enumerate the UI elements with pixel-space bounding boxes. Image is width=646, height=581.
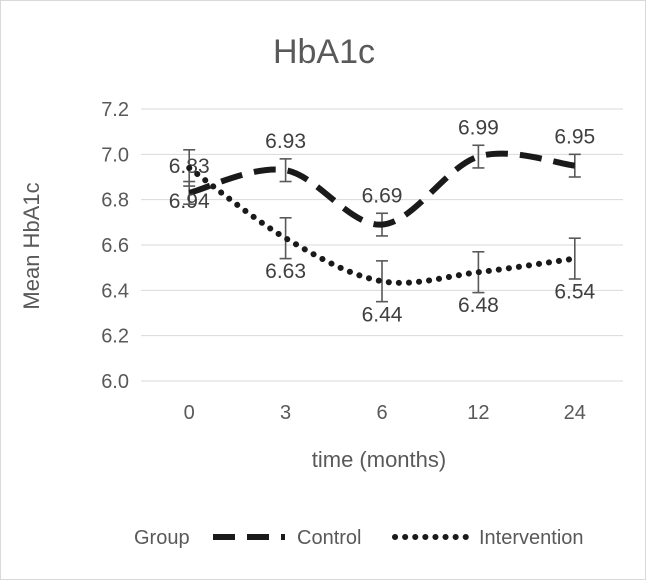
data-label: 6.69 (362, 185, 403, 208)
legend-label-intervention: Intervention (479, 527, 584, 549)
y-tick-label: 6.8 (101, 190, 129, 212)
x-axis-ticks: 0 3 6 12 24 (184, 402, 586, 424)
y-axis-ticks: 6.0 6.2 6.4 6.6 6.8 7.0 7.2 (101, 99, 129, 393)
data-label: 6.63 (265, 260, 306, 283)
y-tick-label: 7.2 (101, 99, 129, 121)
series-intervention: 6.94 6.63 6.44 6.48 6.54 (169, 149, 596, 326)
legend-label-control: Control (297, 527, 361, 549)
x-tick-label: 6 (376, 402, 387, 424)
x-tick-label: 24 (564, 402, 586, 424)
y-tick-label: 6.2 (101, 326, 129, 348)
data-label: 6.99 (458, 117, 499, 140)
legend-title: Group (134, 527, 190, 549)
data-label: 6.94 (169, 190, 210, 213)
x-tick-label: 12 (467, 402, 489, 424)
y-tick-label: 6.4 (101, 280, 129, 302)
y-tick-label: 7.0 (101, 144, 129, 166)
data-label: 6.95 (554, 126, 595, 149)
data-label: 6.93 (265, 130, 306, 153)
y-axis-label: Mean HbA1c (19, 182, 44, 309)
x-tick-label: 3 (280, 402, 291, 424)
y-tick-label: 6.0 (101, 371, 129, 393)
series-layer: 6.836.936.696.99 6.956.946.636.44 6.486.54 (169, 117, 596, 327)
y-tick-label: 6.6 (101, 235, 129, 257)
data-label: 6.48 (458, 294, 499, 317)
legend: Group Control Intervention (134, 527, 584, 549)
x-tick-label: 0 (184, 402, 195, 424)
series-control: 6.836.936.696.99 6.95 (169, 117, 595, 237)
gridlines (141, 108, 623, 382)
data-label: 6.44 (362, 303, 403, 326)
data-label: 6.54 (554, 281, 595, 304)
chart-title: HbA1c (273, 33, 375, 71)
series-line (186, 164, 578, 286)
series-line (188, 150, 576, 228)
x-axis-label: time (months) (312, 447, 446, 472)
